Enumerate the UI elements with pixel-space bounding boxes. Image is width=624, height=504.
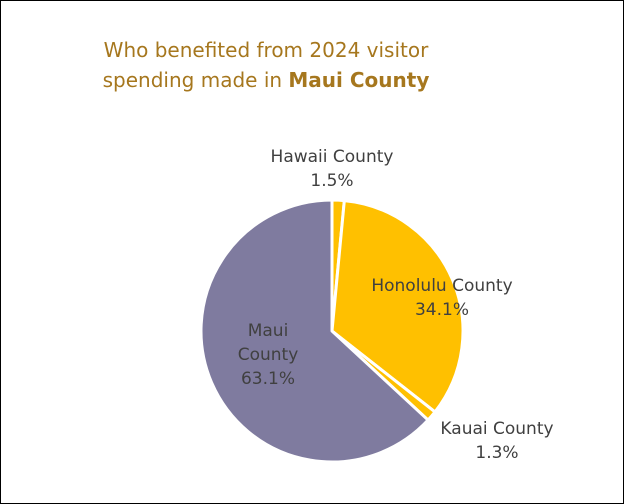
chart-title: Who benefited from 2024 visitor spending… xyxy=(81,35,451,95)
pie-slice-honolulu-county xyxy=(330,199,465,414)
slice-label-honolulu-county: Honolulu County 34.1% xyxy=(371,276,512,320)
slice-label-line: 34.1% xyxy=(415,300,469,320)
slice-label-line: 63.1% xyxy=(241,369,295,389)
slice-label-hawaii-county: Hawaii County 1.5% xyxy=(271,147,394,191)
slice-label-line: Honolulu County xyxy=(371,276,512,296)
slice-label-maui-county: Maui County 63.1% xyxy=(238,321,299,389)
chart-title-bold: Maui County xyxy=(288,68,430,92)
slice-label-line: County xyxy=(238,345,299,365)
slice-label-line: Hawaii County xyxy=(271,147,394,167)
slice-label-line: 1.3% xyxy=(475,443,518,463)
pie-slice-maui-county xyxy=(199,198,430,464)
slice-label-kauai-county: Kauai County 1.3% xyxy=(440,419,553,463)
slice-label-line: Kauai County xyxy=(440,419,553,439)
slice-label-line: Maui xyxy=(248,321,289,341)
chart-title-text: Who benefited from 2024 visitor spending… xyxy=(102,38,429,92)
slice-label-line: 1.5% xyxy=(310,171,353,191)
